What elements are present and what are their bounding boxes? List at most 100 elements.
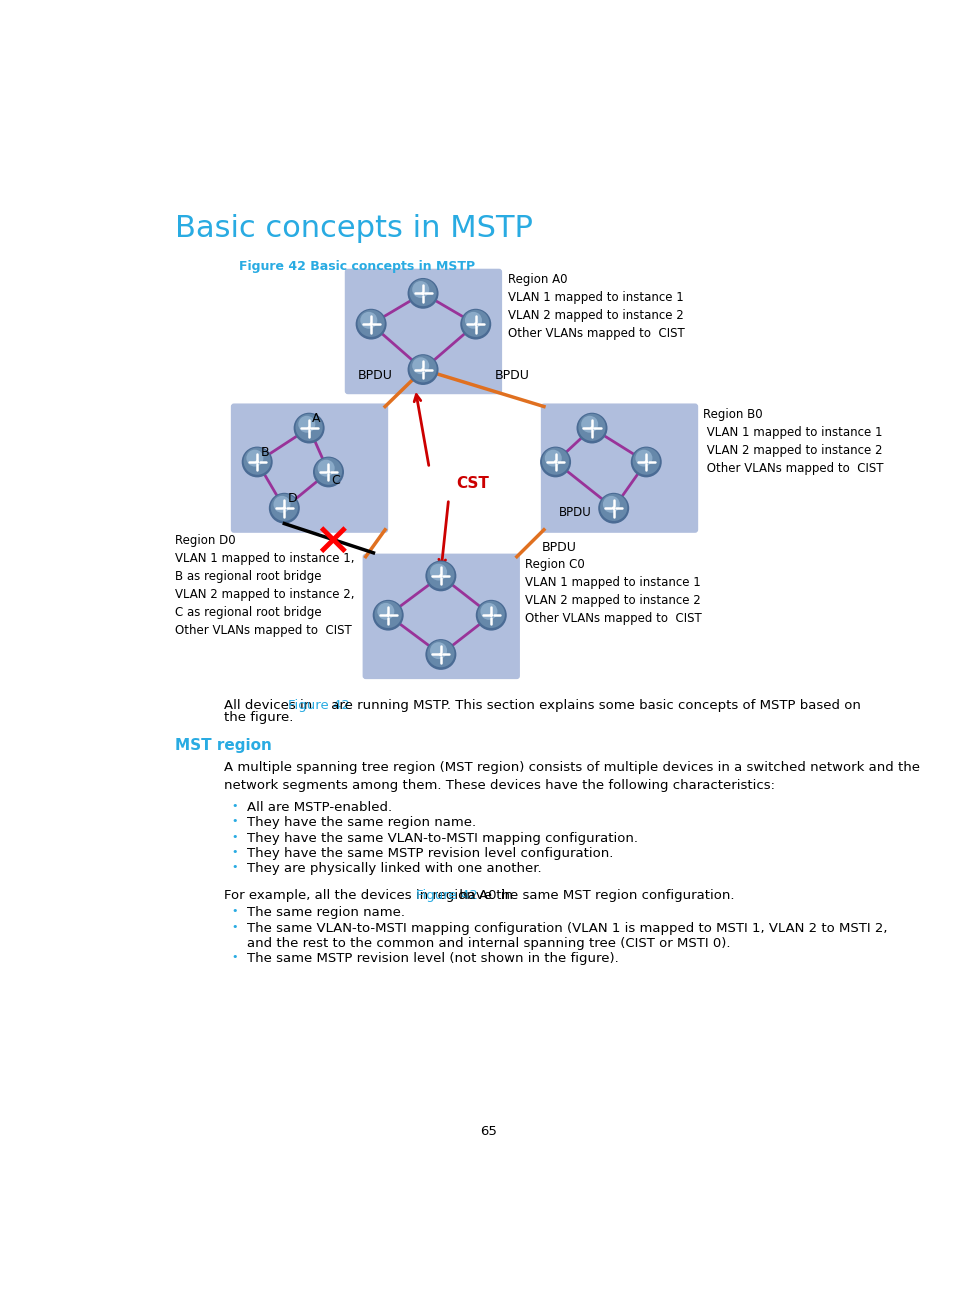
Circle shape (377, 603, 394, 619)
Text: Region C0
VLAN 1 mapped to instance 1
VLAN 2 mapped to instance 2
Other VLANs ma: Region C0 VLAN 1 mapped to instance 1 VL… (524, 559, 700, 625)
Circle shape (317, 460, 335, 477)
Text: A multiple spanning tree region (MST region) consists of multiple devices in a s: A multiple spanning tree region (MST reg… (224, 761, 919, 792)
Text: 65: 65 (480, 1125, 497, 1138)
Circle shape (375, 601, 401, 629)
Circle shape (355, 308, 386, 340)
Circle shape (480, 603, 497, 619)
Text: Figure 42: Figure 42 (288, 699, 350, 712)
Text: BPDU: BPDU (558, 505, 592, 518)
Circle shape (459, 308, 491, 340)
Circle shape (544, 450, 561, 467)
Text: A: A (312, 412, 320, 425)
Circle shape (430, 642, 447, 660)
Text: •: • (232, 816, 237, 826)
Text: They have the same region name.: They have the same region name. (247, 816, 476, 829)
Circle shape (409, 355, 436, 382)
Circle shape (307, 426, 311, 430)
Circle shape (541, 447, 569, 474)
Text: Region D0
VLAN 1 mapped to instance 1,
B as regional root bridge
VLAN 2 mapped t: Region D0 VLAN 1 mapped to instance 1, B… (174, 534, 355, 636)
FancyBboxPatch shape (344, 268, 501, 394)
Circle shape (474, 323, 477, 327)
Circle shape (464, 312, 481, 329)
Circle shape (590, 426, 593, 430)
Circle shape (269, 492, 299, 524)
Circle shape (489, 613, 493, 617)
Circle shape (357, 310, 384, 337)
Text: •: • (232, 862, 237, 872)
Text: Region A0
VLAN 1 mapped to instance 1
VLAN 2 mapped to instance 2
Other VLANs ma: Region A0 VLAN 1 mapped to instance 1 VL… (508, 273, 684, 341)
Circle shape (326, 470, 330, 474)
Circle shape (632, 447, 659, 474)
Text: MST region: MST region (174, 737, 272, 753)
Text: Region B0
 VLAN 1 mapped to instance 1
 VLAN 2 mapped to instance 2
 Other VLANs: Region B0 VLAN 1 mapped to instance 1 VL… (702, 408, 882, 476)
Text: are running MSTP. This section explains some basic concepts of MSTP based on: are running MSTP. This section explains … (326, 699, 860, 712)
Circle shape (539, 447, 571, 477)
Circle shape (420, 368, 424, 372)
Circle shape (430, 564, 447, 581)
Text: CST: CST (456, 476, 489, 491)
FancyBboxPatch shape (231, 403, 388, 533)
Circle shape (243, 447, 271, 474)
Circle shape (407, 277, 438, 308)
FancyBboxPatch shape (540, 403, 698, 533)
Text: They are physically linked with one another.: They are physically linked with one anot… (247, 862, 541, 875)
Circle shape (282, 507, 286, 511)
Text: C: C (332, 473, 340, 486)
Circle shape (477, 601, 504, 629)
Text: The same region name.: The same region name. (247, 906, 405, 919)
Circle shape (461, 310, 489, 337)
Circle shape (241, 447, 273, 477)
Circle shape (425, 639, 456, 670)
Circle shape (246, 450, 263, 467)
Circle shape (425, 561, 456, 591)
Circle shape (578, 413, 605, 441)
Text: All devices in: All devices in (224, 699, 316, 712)
Text: For example, all the devices in region A0 in: For example, all the devices in region A… (224, 889, 517, 902)
Circle shape (409, 279, 436, 306)
Circle shape (412, 358, 429, 375)
Text: The same VLAN-to-MSTI mapping configuration (VLAN 1 is mapped to MSTI 1, VLAN 2 : The same VLAN-to-MSTI mapping configurat… (247, 921, 886, 934)
Circle shape (438, 653, 442, 656)
Text: The same MSTP revision level (not shown in the figure).: The same MSTP revision level (not shown … (247, 953, 618, 966)
Circle shape (635, 450, 652, 467)
Circle shape (476, 600, 506, 631)
Text: •: • (232, 848, 237, 857)
Text: Figure 42: Figure 42 (416, 889, 477, 902)
Circle shape (271, 494, 297, 521)
Circle shape (314, 457, 342, 485)
Circle shape (373, 600, 403, 631)
Text: •: • (232, 953, 237, 963)
Circle shape (611, 507, 615, 511)
Circle shape (599, 494, 627, 521)
Text: They have the same VLAN-to-MSTI mapping configuration.: They have the same VLAN-to-MSTI mapping … (247, 832, 638, 845)
Circle shape (553, 460, 557, 464)
Text: They have the same MSTP revision level configuration.: They have the same MSTP revision level c… (247, 848, 613, 861)
Text: B: B (260, 446, 269, 459)
Circle shape (412, 281, 429, 298)
Text: All are MSTP-enabled.: All are MSTP-enabled. (247, 801, 392, 814)
Circle shape (274, 496, 291, 513)
Text: and the rest to the common and internal spanning tree (CIST or MSTI 0).: and the rest to the common and internal … (247, 937, 730, 950)
Text: D: D (287, 492, 296, 505)
Circle shape (420, 292, 424, 295)
Circle shape (294, 412, 324, 443)
Circle shape (576, 412, 607, 443)
Circle shape (427, 561, 454, 588)
Circle shape (598, 492, 629, 524)
Circle shape (369, 323, 373, 327)
Circle shape (407, 354, 438, 385)
Text: BPDU: BPDU (495, 369, 530, 382)
Circle shape (386, 613, 390, 617)
Circle shape (630, 447, 661, 477)
Text: •: • (232, 921, 237, 932)
Text: Figure 42 Basic concepts in MSTP: Figure 42 Basic concepts in MSTP (239, 260, 475, 273)
Circle shape (438, 574, 442, 578)
Circle shape (602, 496, 619, 513)
Text: the figure.: the figure. (224, 712, 293, 724)
Circle shape (295, 413, 322, 441)
Circle shape (360, 312, 377, 329)
Text: •: • (232, 832, 237, 841)
Text: •: • (232, 906, 237, 916)
Text: Basic concepts in MSTP: Basic concepts in MSTP (174, 214, 533, 244)
Circle shape (298, 416, 315, 433)
